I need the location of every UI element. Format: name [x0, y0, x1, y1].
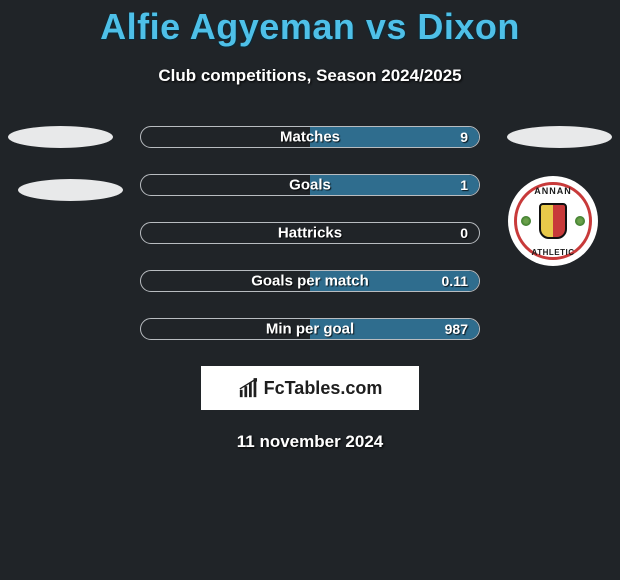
club-badge: ANNAN ATHLETIC	[508, 176, 598, 266]
stat-value-right: 987	[445, 321, 468, 337]
stat-label: Hattricks	[278, 225, 342, 242]
watermark-box: FcTables.com	[201, 366, 419, 410]
stat-row: Goals per match 0.11	[140, 270, 480, 292]
bar-chart-icon	[238, 377, 260, 399]
stat-row: Hattricks 0	[140, 222, 480, 244]
stat-fill	[310, 175, 479, 195]
stat-label: Goals per match	[251, 273, 369, 290]
badge-text-bottom: ATHLETIC	[517, 248, 589, 257]
stat-row: Goals 1	[140, 174, 480, 196]
thistle-icon	[521, 216, 531, 226]
stat-label: Matches	[280, 129, 340, 146]
thistle-icon	[575, 216, 585, 226]
subtitle: Club competitions, Season 2024/2025	[0, 66, 620, 86]
stat-value-right: 9	[460, 129, 468, 145]
left-player-placeholder-1	[8, 126, 113, 148]
stat-label: Min per goal	[266, 321, 354, 338]
page-title: Alfie Agyeman vs Dixon	[0, 0, 620, 48]
badge-text-top: ANNAN	[517, 186, 589, 196]
stat-value-right: 1	[460, 177, 468, 193]
date-text: 11 november 2024	[0, 432, 620, 452]
left-player-placeholder-2	[18, 179, 123, 201]
stat-value-right: 0.11	[442, 273, 468, 289]
stat-row: Matches 9	[140, 126, 480, 148]
stat-row: Min per goal 987	[140, 318, 480, 340]
stat-label: Goals	[289, 177, 331, 194]
shield-icon	[539, 203, 567, 239]
stat-value-right: 0	[460, 225, 468, 241]
watermark-text: FcTables.com	[264, 378, 383, 399]
right-player-placeholder	[507, 126, 612, 148]
